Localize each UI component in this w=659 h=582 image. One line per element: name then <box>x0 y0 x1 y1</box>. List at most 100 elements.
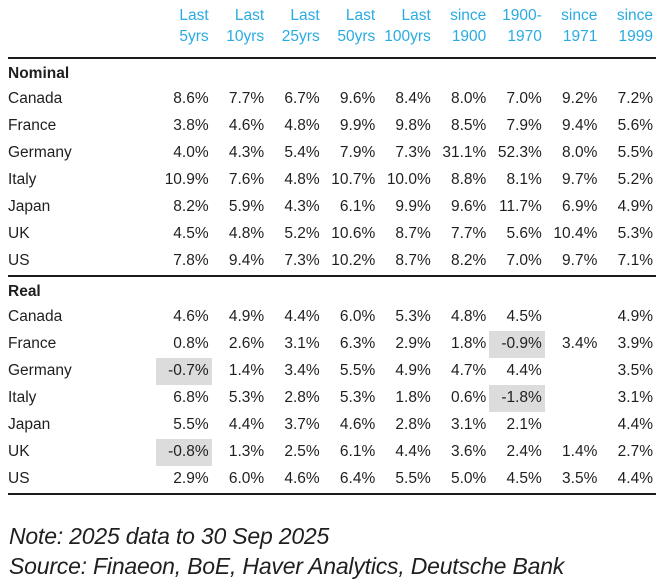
cell-value: 7.2% <box>617 90 653 108</box>
cell-value: -0.8% <box>156 438 212 466</box>
table-row-real-canada: Canada 4.6% 4.9% 4.4% 6.0% 5.3% 4.8% 4.5% 4.9% <box>8 304 656 331</box>
table-row-nominal-germany: Germany 4.0% 4.3% 5.4% 7.9% 7.3% 31.1% 52.3% 8.0… <box>8 140 656 167</box>
cell-value: 6.7% <box>284 90 320 108</box>
cell-value: 4.4% <box>228 416 265 434</box>
table-row-real-uk: UK -0.8% 1.3% 2.5% 6.1% 4.4% 3.6% 2.4% 1.4% 2.7% <box>8 438 656 466</box>
cell-value: -0.7% <box>156 357 212 385</box>
cell-value: 3.7% <box>284 416 320 434</box>
cell-value: 4.8% <box>228 225 265 243</box>
cell-value: 7.3% <box>284 252 320 270</box>
cell-value: 8.5% <box>450 117 487 135</box>
cell-value: 3.8% <box>173 117 209 135</box>
row-label-country: US <box>8 470 30 488</box>
cell-value: 4.4% <box>617 416 653 434</box>
column-header-last-100yrs: Last 100yrs <box>384 7 431 45</box>
cell-value: 9.7% <box>562 252 598 270</box>
table-row-nominal-uk: UK 4.5% 4.8% 5.2% 10.6% 8.7% 7.7% 5.6% 10.4% 5.3% <box>8 221 656 248</box>
cell-value: 4.7% <box>450 362 487 380</box>
cell-value: 5.5% <box>395 470 431 488</box>
table-row-real-germany: Germany -0.7% 1.4% 3.4% 5.5% 4.9% 4.7% 4.4% 3.5% <box>8 357 656 385</box>
cell-value: 5.3% <box>228 389 265 407</box>
cell-value: 10.6% <box>331 225 376 243</box>
cell-value: 3.9% <box>617 335 653 353</box>
row-label-country: Japan <box>8 198 51 216</box>
cell-value: 5.4% <box>284 144 320 162</box>
row-label-country: Italy <box>8 171 37 189</box>
cell-value: 6.1% <box>339 198 376 216</box>
cell-value: 5.5% <box>173 416 209 434</box>
row-label-country: Germany <box>8 144 72 162</box>
section-label: Nominal <box>8 64 70 82</box>
cell-value: 2.8% <box>395 416 431 434</box>
cell-value: 2.6% <box>228 335 265 353</box>
cell-value: 9.2% <box>562 90 598 108</box>
cell-value: 6.4% <box>339 470 376 488</box>
section-row-real: Real <box>8 275 656 304</box>
cell-value: 4.8% <box>450 308 487 326</box>
footnotes: Note: 2025 data to 30 Sep 2025 Source: F… <box>8 522 655 582</box>
cell-value: 5.3% <box>617 225 653 243</box>
cell-value: 4.0% <box>173 144 209 162</box>
cell-value: 9.6% <box>339 90 376 108</box>
cell-value: 4.4% <box>617 470 653 488</box>
cell-value: 9.4% <box>562 117 598 135</box>
cell-value <box>545 358 601 385</box>
cell-value: 6.0% <box>339 308 376 326</box>
note-text: Note: 2025 data to 30 Sep 2025 <box>9 522 330 549</box>
cell-value: 7.8% <box>173 252 209 270</box>
column-header-since-1999: since 1999 <box>616 7 653 45</box>
cell-value: 10.4% <box>553 225 598 243</box>
cell-value: 8.2% <box>173 198 209 216</box>
cell-value: 6.8% <box>173 389 209 407</box>
cell-value: 9.9% <box>395 198 431 216</box>
cell-value: 6.1% <box>339 443 376 461</box>
cell-value: 5.5% <box>617 144 653 162</box>
table-row-real-japan: Japan 5.5% 4.4% 3.7% 4.6% 2.8% 3.1% 2.1% 4.4% <box>8 412 656 439</box>
cell-value: 4.9% <box>395 362 431 380</box>
cell-value: 3.5% <box>562 470 598 488</box>
row-label-country: Germany <box>8 362 72 380</box>
cell-value: 2.7% <box>617 443 653 461</box>
corner-cell <box>8 2 156 58</box>
cell-value <box>545 385 601 412</box>
cell-value: 4.8% <box>284 117 320 135</box>
cell-value: 4.5% <box>173 225 209 243</box>
cell-value: 4.6% <box>339 416 376 434</box>
cell-value: 10.7% <box>331 171 376 189</box>
cell-value: 5.0% <box>450 470 487 488</box>
column-header-since-1971: since 1971 <box>561 7 598 45</box>
cell-value: 5.9% <box>228 198 265 216</box>
table-row-real-france: France 0.8% 2.6% 3.1% 6.3% 2.9% 1.8% -0.9% 3.4% 3… <box>8 330 656 358</box>
table-row-nominal-italy: Italy 10.9% 7.6% 4.8% 10.7% 10.0% 8.8% 8.1% 9.7%… <box>8 167 656 194</box>
cell-value <box>545 412 601 439</box>
table-row-nominal-france: France 3.8% 4.6% 4.8% 9.9% 9.8% 8.5% 7.9% 9.4% 5.… <box>8 113 656 140</box>
cell-value: 1.8% <box>450 335 487 353</box>
column-header-since-1900: since 1900 <box>450 7 487 45</box>
cell-value: 11.7% <box>499 198 542 216</box>
cell-value: 3.1% <box>450 416 487 434</box>
column-header-last-50yrs: Last 50yrs <box>337 7 376 45</box>
cell-value: 6.0% <box>228 470 265 488</box>
row-label-country: US <box>8 252 30 270</box>
cell-value: 1.4% <box>228 362 265 380</box>
cell-value: -1.8% <box>489 384 545 412</box>
cell-value: 4.6% <box>284 470 320 488</box>
cell-value: 4.4% <box>284 308 320 326</box>
cell-value: 8.0% <box>562 144 598 162</box>
column-header-last-10yrs: Last 10yrs <box>226 7 265 45</box>
cell-value: 4.5% <box>506 308 542 326</box>
row-label-country: UK <box>8 225 30 243</box>
cell-value: 3.4% <box>284 362 320 380</box>
cell-value: 31.1% <box>442 144 487 162</box>
cell-value: 5.2% <box>284 225 320 243</box>
cell-value: 2.1% <box>506 416 542 434</box>
table-body: Nominal Canada 8.6% 7.7% 6.7% 9.6% 8.4% 8.0% 7.0… <box>8 57 656 494</box>
cell-value: 0.8% <box>173 335 209 353</box>
cell-value: 7.1% <box>617 252 653 270</box>
column-header-row: Last 5yrs Last 10yrs Last 25yrs Last 50yrs Last 1… <box>8 2 656 58</box>
row-label-country: Canada <box>8 90 63 108</box>
column-header-last-5yrs: Last 5yrs <box>179 7 209 45</box>
table-row-real-italy: Italy 6.8% 5.3% 2.8% 5.3% 1.8% 0.6% -1.8% 3.1% <box>8 384 656 412</box>
cell-value: 7.9% <box>339 144 376 162</box>
